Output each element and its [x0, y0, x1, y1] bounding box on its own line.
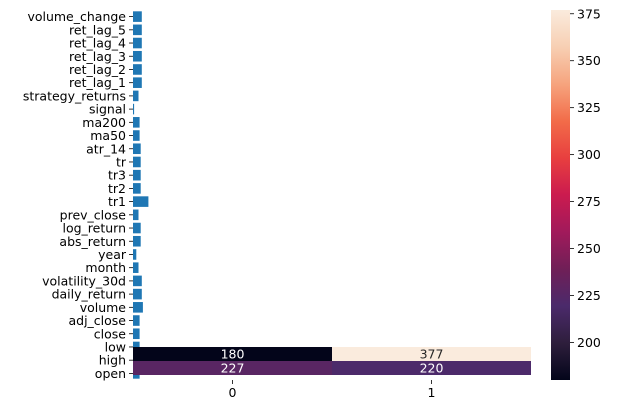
y-tick-label: ret_lag_2: [69, 62, 126, 77]
y-tick-label: ma200: [82, 115, 126, 130]
bar: [133, 117, 140, 128]
bar: [133, 288, 142, 300]
y-tick-label: ret_lag_3: [69, 49, 126, 64]
colorbar-tick-label: 250: [577, 241, 601, 256]
bar: [133, 315, 140, 326]
bar: [133, 130, 140, 141]
colorbar-tick-label: 225: [577, 288, 601, 303]
y-tick-label: year: [98, 247, 127, 262]
bar: [133, 209, 139, 221]
bar: [133, 50, 142, 62]
colorbar-tick-label: 275: [577, 194, 601, 209]
heatmap-cell-label: 220: [420, 361, 444, 376]
y-tick-label: ret_lag_5: [69, 22, 126, 37]
bar: [133, 37, 142, 49]
bar: [133, 64, 142, 75]
colorbar-tick-label: 200: [577, 335, 601, 350]
y-tick-label: volume_change: [27, 9, 126, 24]
bar: [133, 328, 140, 340]
heatmap-cell-label: 180: [221, 347, 245, 362]
colorbar-tick-label: 325: [577, 100, 601, 115]
colorbar-tick-label: 375: [577, 6, 601, 21]
y-tick-label: signal: [89, 102, 126, 117]
bar: [133, 77, 142, 88]
heatmap-cell: [133, 347, 332, 361]
y-tick-label: ret_lag_1: [69, 75, 126, 90]
bar: [133, 222, 141, 234]
bar: [133, 249, 137, 260]
y-tick-label: tr2: [108, 181, 126, 196]
colorbar-tick-label: 300: [577, 147, 601, 162]
bar: [133, 103, 135, 115]
y-tick-label: ret_lag_4: [69, 36, 126, 51]
colorbar-tick-label: 350: [577, 53, 601, 68]
heatmap: 180 377 227 220 0 1: [133, 347, 531, 400]
heatmap-cell: [332, 361, 531, 375]
bar: [133, 275, 142, 287]
y-tick-label: high: [99, 353, 126, 368]
y-tick-label: daily_return: [52, 287, 126, 302]
y-tick-label: tr1: [108, 194, 126, 209]
y-tick-label: close: [94, 326, 127, 341]
y-tick-label: prev_close: [60, 207, 127, 222]
bar: [133, 341, 140, 353]
heatmap-cell: [332, 347, 531, 361]
x-tick-label: 1: [428, 385, 436, 400]
bar: [133, 143, 141, 155]
y-tick-label: open: [95, 366, 126, 381]
bar: [133, 11, 142, 22]
bar: [133, 183, 141, 194]
y-tick-label: adj_close: [68, 313, 126, 328]
heatmap-cell: [133, 361, 332, 375]
bar: [133, 24, 142, 36]
colorbar: 200 225 250 275 300 325 350 375: [551, 6, 601, 380]
colorbar-gradient: [551, 10, 570, 380]
bar: [133, 90, 139, 102]
y-tick-label: low: [105, 339, 126, 354]
bar: [133, 302, 143, 313]
y-tick-label: log_return: [62, 221, 126, 236]
y-tick-label: tr: [116, 154, 127, 169]
bar: [133, 156, 141, 168]
heatmap-cell-label: 227: [221, 361, 245, 376]
y-tick-label: month: [85, 260, 126, 275]
heatmap-cell-label: 377: [420, 347, 444, 362]
y-tick-label: tr3: [108, 168, 126, 183]
y-tick-label: volatility_30d: [42, 273, 126, 288]
bar-chart: openhighlowcloseadj_closevolumedaily_ret…: [23, 9, 149, 381]
bar: [133, 169, 141, 181]
bar: [133, 196, 149, 207]
y-tick-label: abs_return: [59, 234, 126, 249]
y-tick-label: volume: [80, 300, 127, 315]
y-tick-label: strategy_returns: [23, 88, 126, 103]
y-tick-label: ma50: [90, 128, 126, 143]
y-tick-label: atr_14: [86, 141, 126, 156]
bar: [133, 262, 139, 273]
bar: [133, 235, 141, 247]
x-tick-label: 0: [229, 385, 237, 400]
